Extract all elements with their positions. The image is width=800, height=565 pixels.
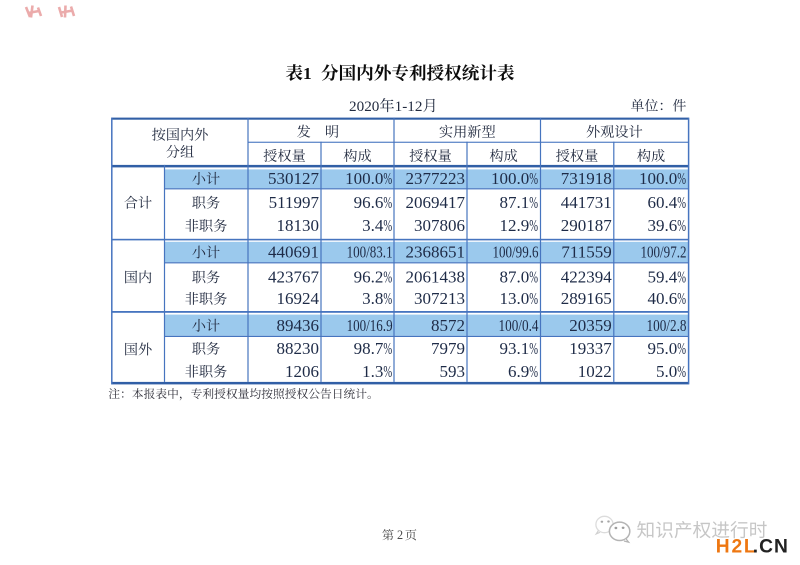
svg-text:1-12: 1-12 bbox=[395, 98, 423, 115]
svg-text:100.0: 100.0 bbox=[639, 169, 677, 188]
svg-text:1.3: 1.3 bbox=[362, 362, 383, 381]
svg-text:2069417: 2069417 bbox=[406, 193, 466, 212]
svg-text:7979: 7979 bbox=[431, 339, 465, 358]
svg-text:593: 593 bbox=[440, 362, 466, 381]
svg-text:100/99.6: 100/99.6 bbox=[493, 243, 539, 262]
svg-text:%: % bbox=[383, 194, 392, 213]
svg-text:100/83.1: 100/83.1 bbox=[347, 243, 393, 262]
svg-text:2061438: 2061438 bbox=[406, 268, 466, 287]
svg-text:%: % bbox=[677, 340, 686, 359]
svg-text:96.6: 96.6 bbox=[354, 193, 384, 212]
svg-text:%: % bbox=[529, 362, 538, 381]
svg-text:1022: 1022 bbox=[578, 362, 612, 381]
svg-text:18130: 18130 bbox=[277, 216, 320, 235]
svg-text:%: % bbox=[677, 217, 686, 236]
svg-text:289165: 289165 bbox=[561, 289, 612, 308]
svg-text:100.0: 100.0 bbox=[491, 169, 529, 188]
svg-text:96.2: 96.2 bbox=[354, 268, 384, 287]
svg-text:13.0: 13.0 bbox=[500, 289, 530, 308]
svg-text:%: % bbox=[529, 170, 538, 189]
svg-text:%: % bbox=[383, 362, 392, 381]
svg-text:100/97.2: 100/97.2 bbox=[641, 243, 687, 262]
svg-text:59.4: 59.4 bbox=[648, 268, 678, 287]
svg-text:290187: 290187 bbox=[561, 216, 613, 235]
svg-text:100/16.9: 100/16.9 bbox=[347, 316, 393, 335]
svg-text:%: % bbox=[383, 290, 392, 309]
svg-text:5.0: 5.0 bbox=[656, 362, 677, 381]
svg-text:440691: 440691 bbox=[268, 243, 319, 262]
svg-text:511997: 511997 bbox=[269, 193, 320, 212]
svg-text:20359: 20359 bbox=[569, 316, 612, 335]
svg-text:530127: 530127 bbox=[268, 169, 320, 188]
svg-text:100/2.8: 100/2.8 bbox=[647, 316, 687, 335]
svg-text:%: % bbox=[529, 340, 538, 359]
svg-text:88230: 88230 bbox=[277, 339, 320, 358]
svg-text:19337: 19337 bbox=[569, 339, 612, 358]
svg-text:%: % bbox=[677, 290, 686, 309]
svg-text:2377223: 2377223 bbox=[406, 169, 466, 188]
svg-text:%: % bbox=[677, 170, 686, 189]
svg-text:H2L: H2L bbox=[716, 537, 758, 558]
svg-text:93.1: 93.1 bbox=[500, 339, 530, 358]
svg-text:98.7: 98.7 bbox=[354, 339, 384, 358]
svg-text:307806: 307806 bbox=[414, 216, 465, 235]
svg-text:95.0: 95.0 bbox=[648, 339, 678, 358]
svg-text:3.8: 3.8 bbox=[362, 289, 383, 308]
svg-text:8572: 8572 bbox=[431, 316, 465, 335]
svg-text:6.9: 6.9 bbox=[508, 362, 529, 381]
svg-text:423767: 423767 bbox=[268, 268, 320, 287]
svg-text:%: % bbox=[383, 340, 392, 359]
svg-text:%: % bbox=[677, 268, 686, 287]
svg-text:441731: 441731 bbox=[561, 193, 612, 212]
svg-text:.CN: .CN bbox=[753, 537, 789, 558]
svg-text:39.6: 39.6 bbox=[648, 216, 678, 235]
svg-text:%: % bbox=[383, 170, 392, 189]
svg-text:%: % bbox=[529, 217, 538, 236]
svg-text:60.4: 60.4 bbox=[648, 193, 678, 212]
svg-text:731918: 731918 bbox=[561, 169, 612, 188]
svg-text:%: % bbox=[529, 194, 538, 213]
svg-text:%: % bbox=[383, 268, 392, 287]
svg-text:100.0: 100.0 bbox=[345, 169, 383, 188]
svg-text:422394: 422394 bbox=[561, 268, 613, 287]
svg-text:%: % bbox=[677, 194, 686, 213]
svg-text:16924: 16924 bbox=[277, 289, 320, 308]
svg-text:%: % bbox=[529, 290, 538, 309]
svg-text:40.6: 40.6 bbox=[648, 289, 678, 308]
svg-text:100/0.4: 100/0.4 bbox=[499, 316, 539, 335]
svg-text:%: % bbox=[383, 217, 392, 236]
svg-text:89436: 89436 bbox=[277, 316, 320, 335]
svg-text:87.1: 87.1 bbox=[500, 193, 530, 212]
svg-text:711559: 711559 bbox=[561, 243, 611, 262]
svg-text:2: 2 bbox=[397, 528, 403, 542]
svg-text:87.0: 87.0 bbox=[500, 268, 530, 287]
svg-text:1206: 1206 bbox=[285, 362, 319, 381]
svg-text:%: % bbox=[677, 362, 686, 381]
svg-text:2020: 2020 bbox=[349, 98, 380, 115]
svg-text:307213: 307213 bbox=[414, 289, 465, 308]
svg-text:12.9: 12.9 bbox=[500, 216, 530, 235]
svg-text:2368651: 2368651 bbox=[406, 243, 466, 262]
svg-text:%: % bbox=[529, 268, 538, 287]
svg-text:3.4: 3.4 bbox=[362, 216, 384, 235]
svg-text:1: 1 bbox=[303, 64, 312, 83]
